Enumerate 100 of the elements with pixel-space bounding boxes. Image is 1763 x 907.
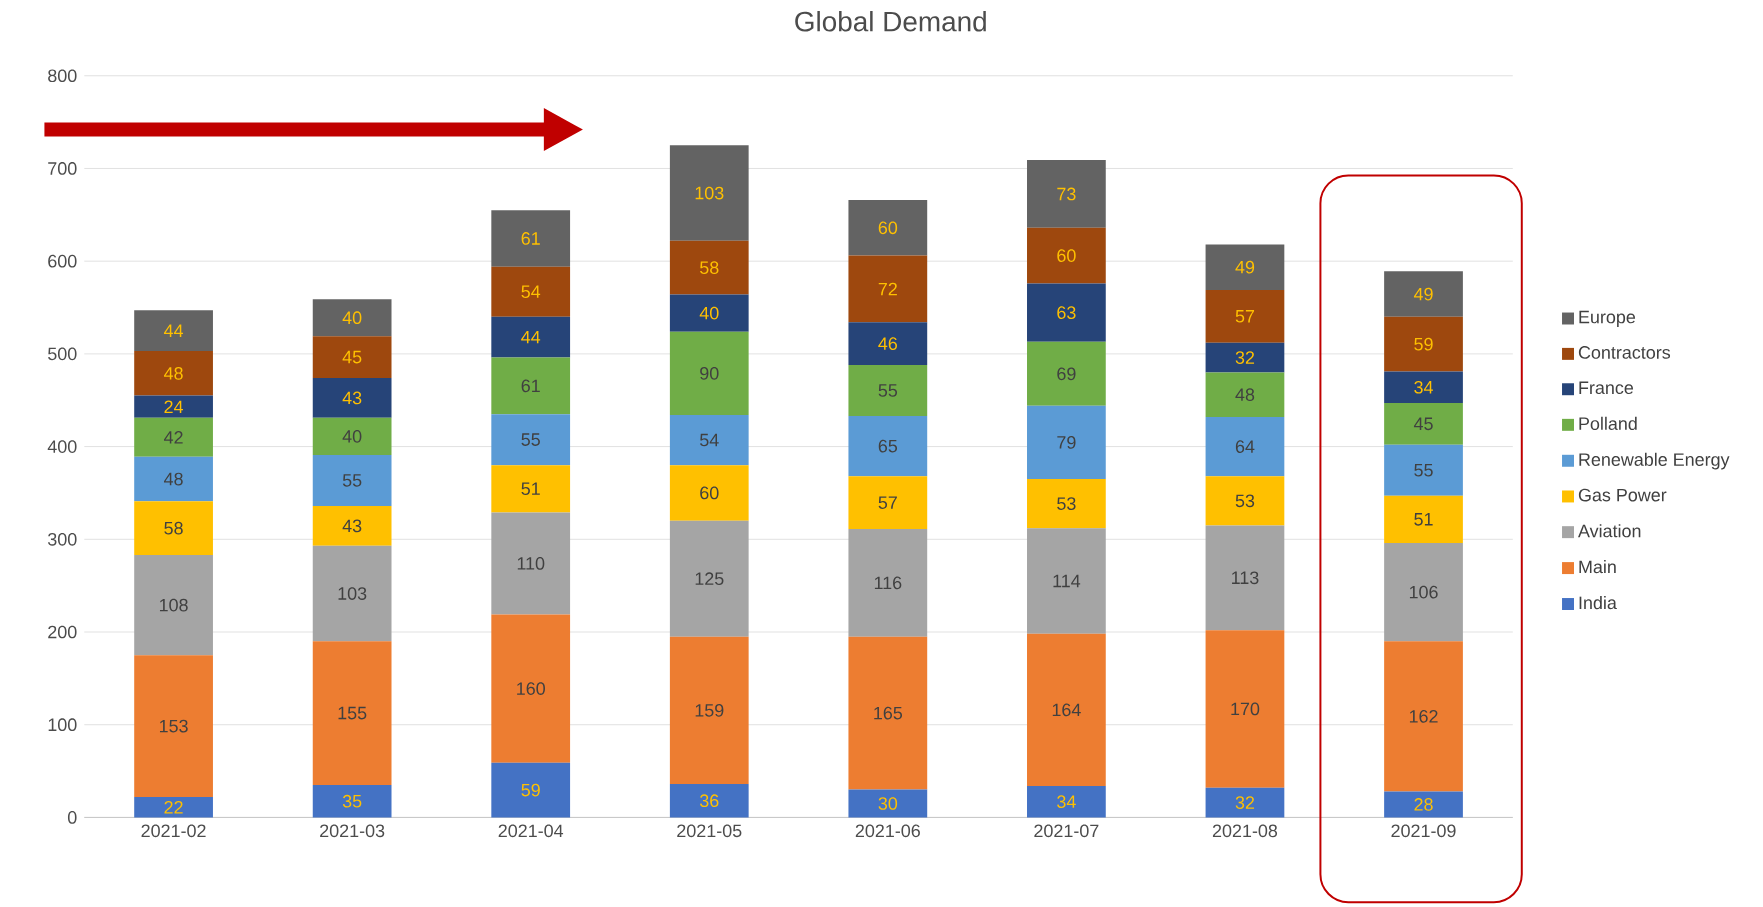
- data-label: 72: [878, 282, 897, 296]
- bar: [1027, 528, 1106, 634]
- bar: [134, 554, 213, 656]
- bar: [848, 255, 928, 323]
- data-label: 40: [342, 311, 362, 325]
- data-label: 32: [1235, 796, 1255, 809]
- bar: [1027, 227, 1106, 284]
- data-label: 54: [700, 433, 719, 447]
- bar: [134, 417, 213, 457]
- data-label: 60: [700, 486, 719, 500]
- bar: [491, 762, 571, 818]
- data-label: 162: [1409, 709, 1438, 723]
- x-tick-label: 2021-05: [677, 824, 742, 838]
- bar: [1205, 289, 1285, 343]
- legend-label: Gas Power: [1578, 488, 1667, 502]
- bar: [134, 456, 213, 502]
- x-tick-label: 2021-06: [855, 824, 920, 838]
- data-label: 51: [1414, 513, 1433, 526]
- y-tick-label: 400: [47, 440, 77, 453]
- bar: [669, 636, 749, 784]
- bar: [312, 454, 392, 506]
- bar: [134, 310, 213, 352]
- y-tick-label: 500: [48, 347, 77, 361]
- x-tick-label: 2021-09: [1391, 824, 1456, 838]
- bar: [1205, 244, 1285, 290]
- data-label: 79: [1057, 435, 1076, 449]
- bar: [848, 199, 928, 256]
- bar: [1027, 283, 1106, 342]
- data-label: 53: [1057, 497, 1076, 510]
- bar: [1384, 542, 1463, 642]
- data-label: 48: [1235, 388, 1255, 401]
- legend-label: India: [1579, 595, 1617, 610]
- data-label: 61: [521, 232, 540, 245]
- data-label: 60: [1057, 249, 1076, 262]
- data-label: 30: [878, 797, 898, 810]
- bar: [1205, 525, 1285, 631]
- bar: [1027, 633, 1106, 786]
- bar: [848, 789, 928, 818]
- chart-title: Global Demand: [795, 10, 986, 32]
- y-tick-label: 300: [48, 532, 77, 546]
- bar: [491, 316, 571, 358]
- data-label: 55: [878, 384, 898, 397]
- data-label: 57: [1235, 310, 1255, 323]
- data-label: 153: [159, 719, 188, 733]
- bar: [312, 417, 392, 455]
- data-label: 53: [1235, 494, 1255, 508]
- bar: [491, 614, 571, 763]
- bar: [1384, 371, 1463, 403]
- data-label: 32: [1235, 351, 1255, 364]
- data-label: 34: [1414, 380, 1433, 394]
- data-label: 155: [338, 706, 367, 720]
- bar: [134, 395, 213, 418]
- data-label: 55: [1414, 463, 1433, 477]
- data-label: 103: [695, 186, 724, 200]
- legend-label: Main: [1579, 560, 1616, 574]
- data-label: 35: [342, 794, 362, 808]
- bar: [848, 364, 928, 416]
- data-label: 44: [164, 324, 184, 337]
- bar: [491, 414, 571, 466]
- bar: [1027, 341, 1106, 406]
- bar: [134, 351, 213, 396]
- bar: [491, 512, 571, 615]
- data-label: 36: [699, 794, 719, 808]
- y-tick-label: 800: [48, 69, 77, 83]
- bar: [1205, 787, 1285, 818]
- bar: [1205, 342, 1285, 373]
- bar: [491, 210, 571, 267]
- bar: [491, 465, 571, 513]
- bar: [848, 476, 928, 530]
- data-label: 55: [342, 474, 362, 487]
- bar: [669, 465, 749, 521]
- bar: [1384, 641, 1463, 792]
- bar: [669, 415, 749, 466]
- data-label: 43: [342, 519, 362, 533]
- data-label: 103: [338, 587, 367, 600]
- data-label: 164: [1052, 703, 1081, 717]
- data-label: 116: [874, 576, 902, 590]
- legend-label: Aviation: [1578, 524, 1641, 538]
- bar: [134, 655, 213, 797]
- bar: [669, 520, 749, 637]
- data-label: 165: [874, 706, 903, 720]
- data-label: 51: [521, 482, 540, 495]
- bar: [312, 545, 392, 642]
- bar: [669, 145, 749, 241]
- bar: [1384, 402, 1463, 445]
- data-label: 160: [517, 682, 545, 695]
- data-label: 60: [878, 221, 898, 235]
- bar: [312, 784, 392, 818]
- data-label: 54: [521, 285, 541, 298]
- data-label: 45: [1413, 417, 1433, 431]
- x-tick-label: 2021-04: [498, 824, 564, 838]
- data-label: 42: [164, 430, 183, 444]
- data-label: 110: [517, 556, 545, 570]
- data-label: 73: [1057, 187, 1076, 201]
- bar: [1027, 160, 1106, 228]
- bar: [669, 240, 749, 295]
- legend-label: Polland: [1579, 416, 1637, 430]
- bar: [491, 357, 571, 415]
- data-label: 61: [521, 379, 540, 393]
- bar: [1205, 416, 1285, 477]
